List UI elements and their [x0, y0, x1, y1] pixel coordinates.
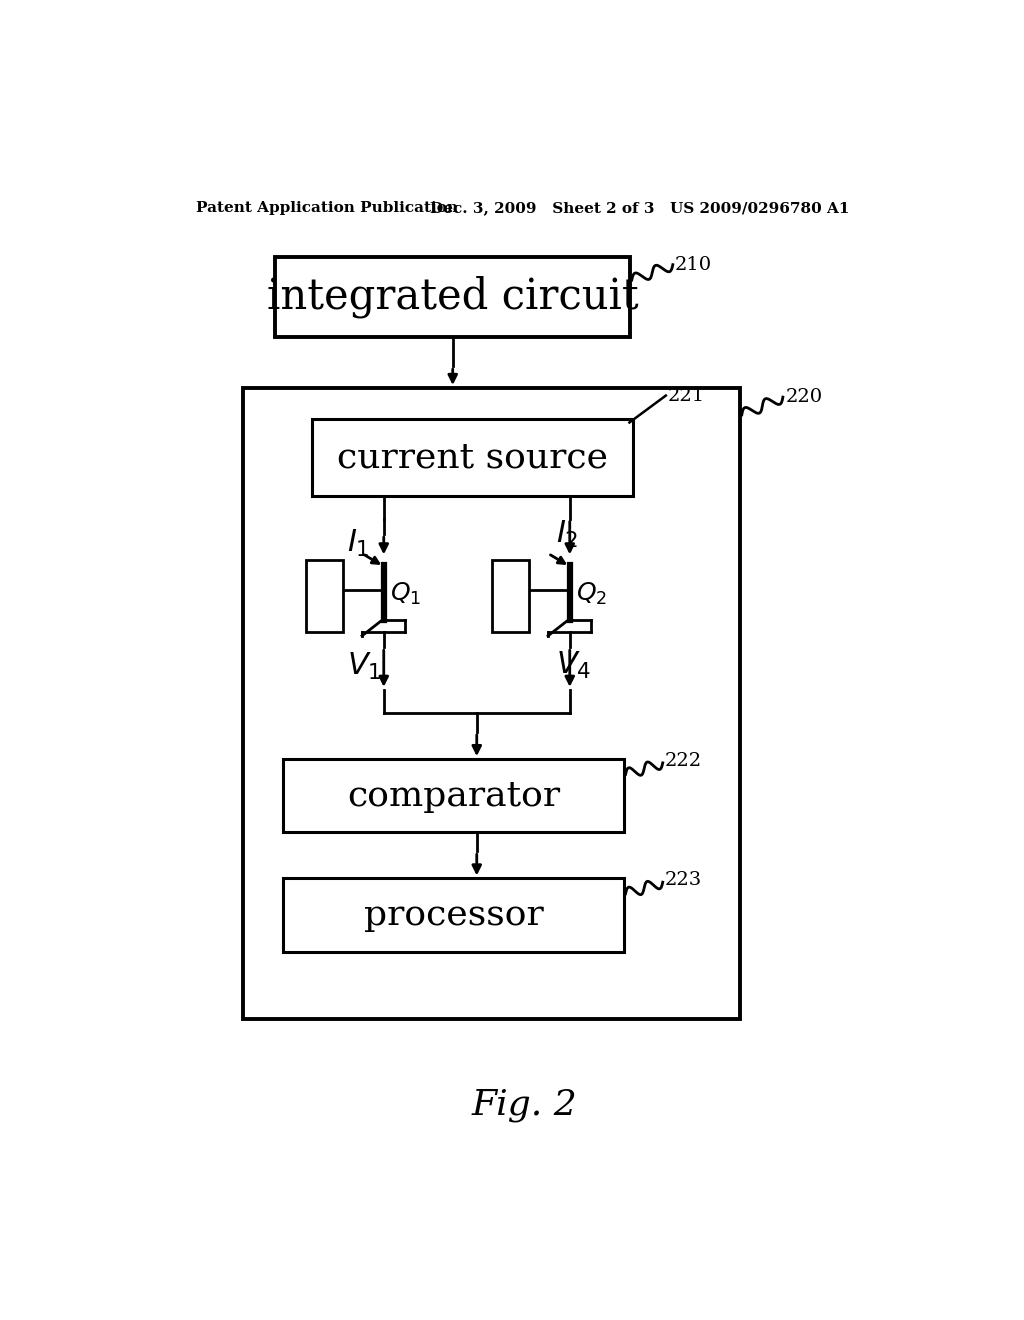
- Text: US 2009/0296780 A1: US 2009/0296780 A1: [671, 202, 850, 215]
- Text: $Q_1$: $Q_1$: [390, 581, 421, 607]
- Text: Fig. 2: Fig. 2: [472, 1089, 578, 1122]
- Text: $V_1$: $V_1$: [346, 651, 381, 682]
- Bar: [312, 418, 633, 496]
- Text: comparator: comparator: [347, 779, 560, 813]
- Bar: [275, 257, 630, 337]
- Text: $I_2$: $I_2$: [556, 519, 579, 549]
- Text: $V_4$: $V_4$: [556, 649, 591, 681]
- Text: $I_1$: $I_1$: [346, 528, 370, 558]
- Text: 210: 210: [675, 256, 713, 273]
- Text: Patent Application Publication: Patent Application Publication: [197, 202, 458, 215]
- Bar: [283, 878, 624, 952]
- Bar: [306, 560, 343, 632]
- Bar: [243, 388, 740, 1019]
- Text: 220: 220: [785, 388, 822, 407]
- Text: current source: current source: [337, 440, 608, 474]
- Bar: [283, 759, 624, 832]
- Text: processor: processor: [364, 898, 544, 932]
- Text: 223: 223: [665, 871, 702, 888]
- Text: Dec. 3, 2009   Sheet 2 of 3: Dec. 3, 2009 Sheet 2 of 3: [430, 202, 654, 215]
- Text: 221: 221: [668, 387, 705, 404]
- Text: integrated circuit: integrated circuit: [267, 276, 639, 318]
- Text: $Q_2$: $Q_2$: [575, 581, 607, 607]
- Text: 222: 222: [665, 751, 702, 770]
- Bar: [493, 560, 529, 632]
